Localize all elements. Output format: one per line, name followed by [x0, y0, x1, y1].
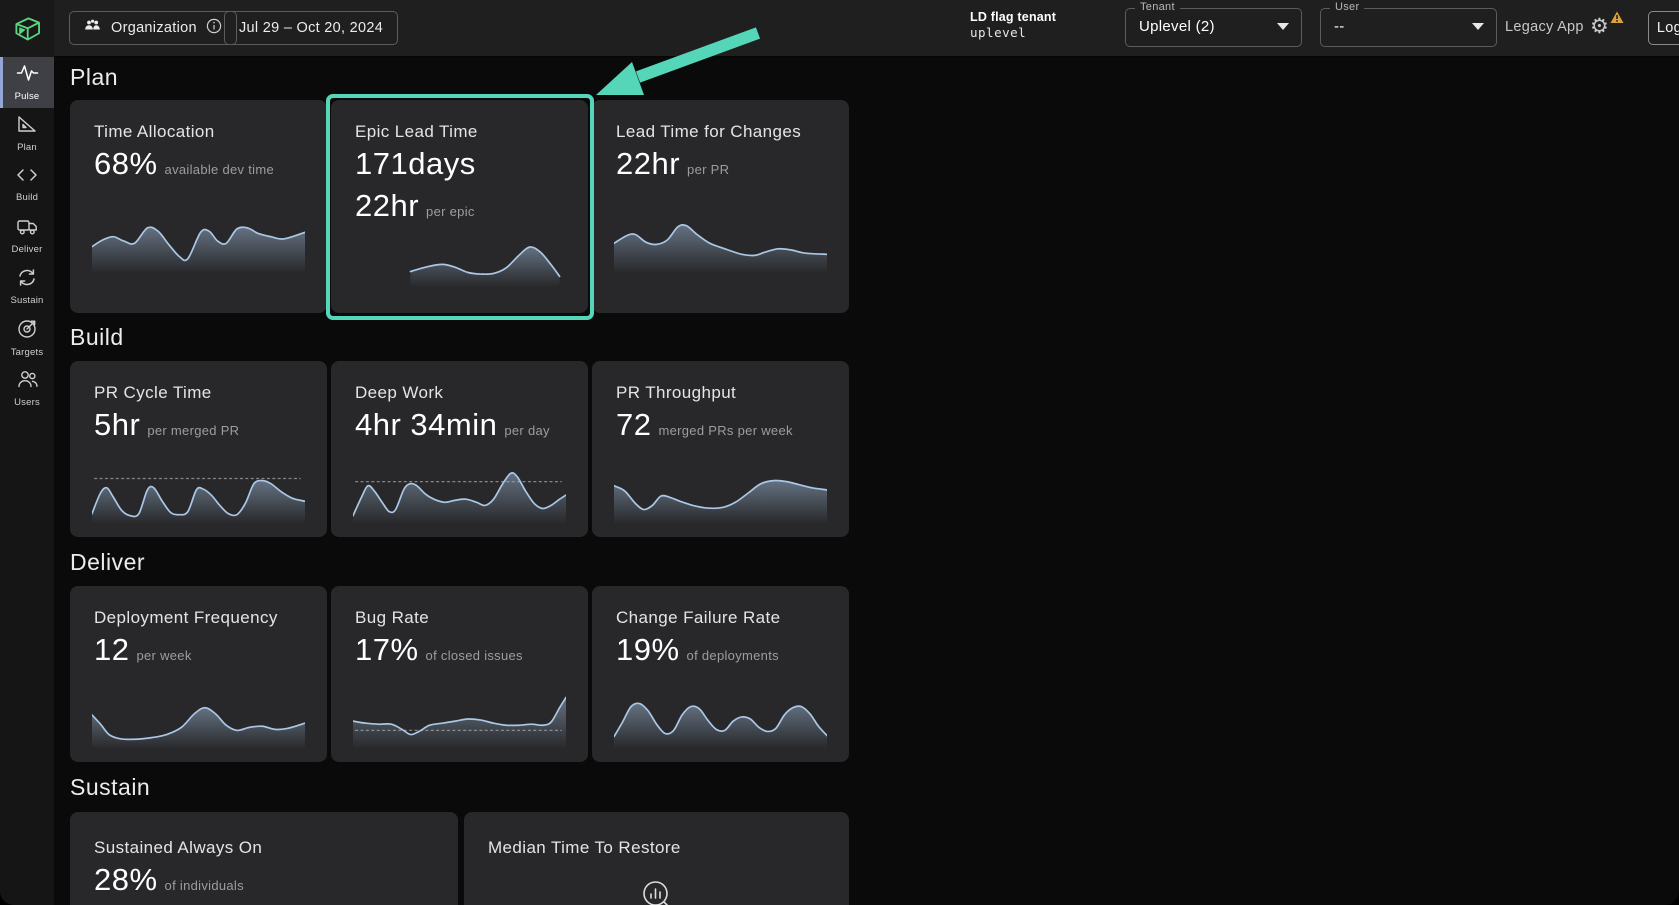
sidebar-item-label: Build [15, 192, 39, 203]
topbar: Organization Jul 29 – Oct 20, 2024 LD fl… [54, 0, 1679, 57]
tenant-select[interactable]: Tenant Uplevel (2) [1125, 1, 1302, 47]
sidebar: Pulse Plan Build [0, 0, 54, 905]
card-title: Change Failure Rate [616, 608, 781, 627]
tenant-select-value: Uplevel (2) [1139, 18, 1215, 35]
organization-button[interactable]: Organization [69, 11, 237, 45]
build-icon [16, 166, 38, 189]
sparkline-chart [614, 687, 827, 749]
card-value: 5hr per merged PR [94, 407, 240, 442]
sidebar-item-label: Targets [10, 346, 44, 358]
sparkline-chart [353, 462, 566, 524]
card-pr-throughput[interactable]: PR Throughput 72 merged PRs per week [592, 361, 849, 537]
card-value: 17% of closed issues [355, 632, 523, 667]
card-value: 28% of individuals [94, 862, 244, 897]
card-epic-lead-time[interactable]: Epic Lead Time 171days 22hr per epic [331, 100, 588, 313]
card-title: Epic Lead Time [355, 122, 478, 141]
card-deep-work[interactable]: Deep Work 4hr 34min per day [331, 361, 588, 537]
sidebar-item-label: Users [14, 397, 40, 408]
card-title: Lead Time for Changes [616, 122, 802, 141]
card-change-failure-rate[interactable]: Change Failure Rate 19% of deployments [592, 586, 849, 762]
sidebar-item-build[interactable]: Build [0, 159, 54, 210]
sidebar-item-label: Deliver [11, 243, 43, 255]
sidebar-item-label: Pulse [14, 91, 40, 102]
date-range-button[interactable]: Jul 29 – Oct 20, 2024 [224, 11, 399, 45]
section-title-plan: Plan [70, 64, 119, 90]
user-select[interactable]: User -- [1320, 1, 1497, 47]
card-value: 4hr 34min per day [355, 407, 550, 442]
sparkline-chart [614, 462, 827, 524]
sidebar-item-targets[interactable]: Targets [0, 312, 54, 363]
warning-badge-icon [1610, 11, 1624, 23]
ld-flag-label: LD flag tenant [970, 10, 1057, 24]
chevron-down-icon [1472, 23, 1484, 30]
sidebar-item-label: Plan [17, 142, 37, 153]
card-title: PR Throughput [616, 383, 737, 402]
card-title: Sustained Always On [94, 838, 263, 857]
sidebar-nav: Pulse Plan Build [0, 57, 54, 414]
card-median-time-to-restore[interactable]: Median Time To Restore [464, 812, 849, 905]
plan-icon [16, 114, 38, 139]
sparkline-chart [92, 207, 305, 273]
users-icon [16, 369, 39, 394]
tenant-select-label: Tenant [1135, 1, 1180, 13]
chevron-down-icon [1277, 23, 1289, 30]
section-title-deliver: Deliver [70, 549, 146, 575]
sparkline-chart [353, 229, 566, 287]
sidebar-item-plan[interactable]: Plan [0, 108, 54, 159]
sidebar-item-sustain[interactable]: Sustain [0, 261, 54, 312]
sparkline-chart [92, 687, 305, 749]
sidebar-item-users[interactable]: Users [0, 363, 54, 414]
card-sustained-always-on[interactable]: Sustained Always On 28% of individuals [70, 812, 458, 905]
deliver-icon [16, 217, 39, 241]
pulse-icon [16, 63, 39, 88]
organization-label: Organization [111, 20, 197, 36]
settings-gear-icon[interactable]: ⚙ [1590, 11, 1624, 43]
uplevel-logo-icon[interactable] [0, 0, 54, 57]
sidebar-item-pulse[interactable]: Pulse [0, 57, 54, 108]
card-value: 22hr per PR [616, 146, 730, 181]
card-value: 19% of deployments [616, 632, 779, 667]
card-title: Deep Work [355, 383, 444, 402]
ld-flag-value: uplevel [970, 25, 1027, 40]
card-bug-rate[interactable]: Bug Rate 17% of closed issues [331, 586, 588, 762]
card-pr-cycle-time[interactable]: PR Cycle Time 5hr per merged PR [70, 361, 327, 537]
chart-search-icon [640, 878, 674, 905]
sparkline-chart [353, 687, 566, 749]
card-value: 72 merged PRs per week [616, 407, 793, 442]
ld-flag-tenant: LD flag tenant uplevel [970, 9, 1056, 41]
targets-icon [16, 318, 38, 344]
card-deployment-frequency[interactable]: Deployment Frequency 12 per week [70, 586, 327, 762]
card-value: 171days 22hr per epic [355, 146, 476, 223]
card-time-allocation[interactable]: Time Allocation 68% available dev time [70, 100, 327, 313]
sidebar-item-label: Sustain [10, 294, 44, 306]
card-value: 12 per week [94, 632, 192, 667]
user-select-label: User [1330, 1, 1365, 13]
sparkline-chart [92, 462, 305, 524]
user-select-value: -- [1334, 18, 1345, 35]
sparkline-chart [614, 207, 827, 273]
sustain-icon [16, 268, 38, 292]
card-title: Time Allocation [94, 122, 215, 141]
sidebar-item-deliver[interactable]: Deliver [0, 210, 54, 261]
section-title-sustain: Sustain [70, 774, 151, 800]
card-title: Median Time To Restore [488, 838, 681, 857]
card-title: Deployment Frequency [94, 608, 278, 627]
card-title: PR Cycle Time [94, 383, 212, 402]
section-title-build: Build [70, 324, 124, 350]
legacy-app-link[interactable]: Legacy App [1505, 19, 1584, 35]
people-group-icon [84, 19, 102, 38]
card-value: 68% available dev time [94, 146, 275, 181]
date-range-label: Jul 29 – Oct 20, 2024 [239, 20, 384, 36]
card-lead-time-for-changes[interactable]: Lead Time for Changes 22hr per PR [592, 100, 849, 313]
info-icon [206, 18, 222, 38]
logout-button[interactable]: Logout [1648, 11, 1679, 45]
card-title: Bug Rate [355, 608, 430, 627]
